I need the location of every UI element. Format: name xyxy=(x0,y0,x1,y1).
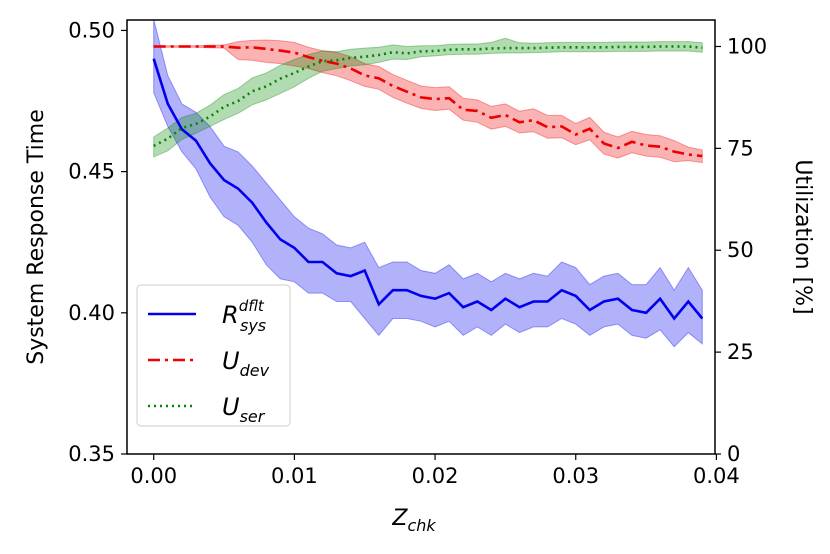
y-axis-label: System Response Time xyxy=(24,109,49,365)
x-tick-label: 0.00 xyxy=(130,464,177,488)
y2-tick-label: 100 xyxy=(727,34,767,58)
line-u-dev xyxy=(153,45,703,158)
x-tick-label: 0.01 xyxy=(271,464,318,488)
band-u-dev xyxy=(153,39,703,164)
band-r-sys xyxy=(153,19,703,348)
band-u-ser xyxy=(153,37,703,158)
x-tick-label: 0.03 xyxy=(552,464,599,488)
x-tick-label: 0.02 xyxy=(412,464,459,488)
legend-label-r-sys: Rdflt sys xyxy=(222,297,266,335)
x-axis-label: Zchk xyxy=(391,506,436,535)
series-lines xyxy=(152,45,704,321)
y-tick-label: 0.40 xyxy=(68,301,115,325)
y2-tick-label: 50 xyxy=(727,238,754,262)
legend-label-u-ser: User xyxy=(222,393,266,426)
y2-axis-ticks: 0 25 50 75 100 xyxy=(715,34,767,466)
x-tick-label: 0.04 xyxy=(693,464,740,488)
y-tick-label: 0.45 xyxy=(68,160,115,184)
y2-tick-label: 0 xyxy=(727,442,740,466)
y2-tick-label: 25 xyxy=(727,340,754,364)
y2-tick-label: 75 xyxy=(727,136,754,160)
legend: Rdflt sys Udev User xyxy=(136,284,291,427)
x-axis-ticks: 0.00 0.01 0.02 0.03 0.04 xyxy=(130,454,740,488)
y-tick-label: 0.50 xyxy=(68,18,115,42)
plot-frame xyxy=(126,19,716,455)
y2-axis-label: Utilization [%] xyxy=(790,159,815,314)
y-tick-label: 0.35 xyxy=(68,442,115,466)
line-r-sys xyxy=(152,58,704,321)
confidence-bands xyxy=(153,19,703,348)
y-axis-ticks: 0.35 0.40 0.45 0.50 xyxy=(68,18,127,466)
legend-box xyxy=(136,284,291,427)
legend-label-u-dev: Udev xyxy=(222,347,270,380)
